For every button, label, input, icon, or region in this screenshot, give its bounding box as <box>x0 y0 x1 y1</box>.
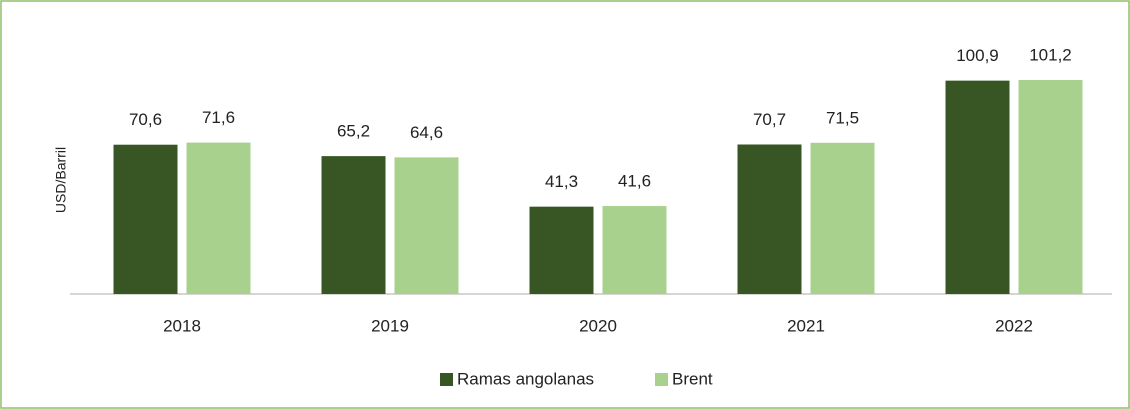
bar <box>321 156 386 294</box>
data-label: 71,6 <box>202 108 235 127</box>
x-tick-label: 2022 <box>995 316 1033 335</box>
x-tick-label: 2019 <box>371 316 409 335</box>
bar <box>394 157 459 294</box>
x-tick-label: 2021 <box>787 316 825 335</box>
bar <box>737 144 802 294</box>
data-label: 41,3 <box>545 172 578 191</box>
legend-swatch <box>440 373 453 386</box>
x-tick-label: 2018 <box>163 316 201 335</box>
data-label: 41,6 <box>618 172 651 191</box>
data-label: 71,5 <box>826 108 859 127</box>
data-label: 100,9 <box>956 46 999 65</box>
data-label: 70,6 <box>129 110 162 129</box>
data-label: 65,2 <box>337 122 370 141</box>
bar <box>186 142 251 294</box>
legend-label: Ramas angolanas <box>457 369 594 388</box>
bar <box>113 144 178 294</box>
bar <box>945 80 1010 294</box>
bar <box>810 142 875 294</box>
x-tick-label: 2020 <box>579 316 617 335</box>
legend-swatch <box>655 373 668 386</box>
y-axis-label: USD/Barril <box>53 147 69 213</box>
data-label: 64,6 <box>410 123 443 142</box>
bar <box>602 206 667 294</box>
bar <box>1018 80 1083 294</box>
data-label: 101,2 <box>1029 45 1072 64</box>
bar <box>529 206 594 294</box>
data-label: 70,7 <box>753 110 786 129</box>
legend-label: Brent <box>672 369 713 388</box>
